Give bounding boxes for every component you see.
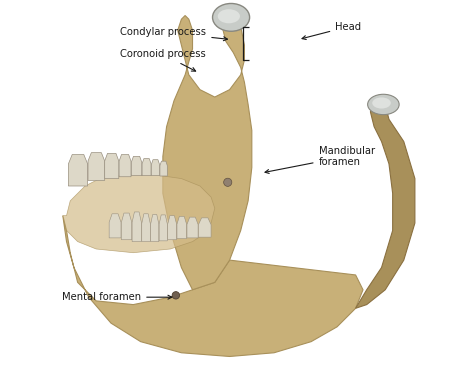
Polygon shape [159,215,167,241]
Ellipse shape [372,97,391,109]
Text: Coronoid process: Coronoid process [120,49,206,71]
Polygon shape [199,218,211,237]
Polygon shape [121,213,132,240]
Polygon shape [132,212,141,241]
Polygon shape [88,153,105,180]
Polygon shape [142,214,150,241]
Polygon shape [105,153,119,179]
Ellipse shape [368,94,399,115]
Text: Condylar process: Condylar process [120,27,228,41]
Polygon shape [177,217,187,238]
Polygon shape [151,215,159,241]
Polygon shape [131,156,142,176]
Circle shape [172,292,180,299]
Ellipse shape [212,3,250,31]
Text: Head: Head [302,22,361,39]
Polygon shape [63,175,215,253]
Polygon shape [187,217,198,238]
Polygon shape [63,216,363,356]
Text: Mental foramen: Mental foramen [62,292,172,302]
Polygon shape [68,154,88,186]
Polygon shape [356,97,415,308]
Circle shape [224,178,232,186]
Polygon shape [160,161,167,176]
Polygon shape [151,160,160,176]
Text: Mandibular
foramen: Mandibular foramen [265,145,374,173]
Polygon shape [109,214,121,238]
Ellipse shape [218,9,240,23]
Polygon shape [168,216,177,240]
Polygon shape [142,158,151,176]
Polygon shape [119,154,131,177]
Polygon shape [163,12,252,290]
